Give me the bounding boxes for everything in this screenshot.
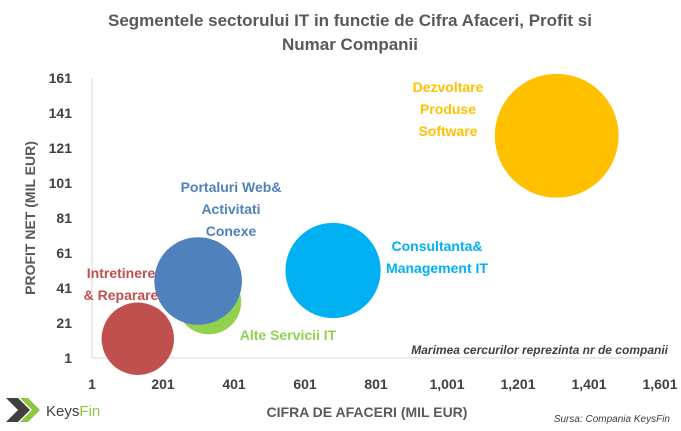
y-tick-label: 1 bbox=[64, 350, 72, 366]
logo-text: KeysFin bbox=[46, 403, 100, 420]
bubble-point bbox=[154, 237, 242, 325]
bubble-series bbox=[101, 73, 619, 375]
bubble-label: Intretinere & Reparare bbox=[84, 265, 159, 303]
x-axis-label: CIFRA DE AFACERI (MIL EUR) bbox=[267, 404, 468, 420]
y-tick-label: 141 bbox=[49, 105, 73, 121]
chart-title-line-2: Numar Companii bbox=[282, 35, 418, 54]
bubble-size-note: Marimea cercurilor reprezinta nr de comp… bbox=[411, 343, 668, 357]
x-tick-label: 1 bbox=[88, 376, 96, 392]
x-tick-label: 1,001 bbox=[429, 376, 464, 392]
x-tick-label: 201 bbox=[151, 376, 175, 392]
bubble-point bbox=[285, 222, 381, 319]
keysfin-logo: KeysFin bbox=[6, 398, 100, 422]
bubble-point bbox=[101, 302, 174, 375]
bubble-label: Alte Servicii IT bbox=[240, 327, 337, 343]
x-tick-label: 1,401 bbox=[571, 376, 606, 392]
x-tick-label: 1,601 bbox=[642, 376, 677, 392]
bubble-label: Consultanta& Management IT bbox=[386, 238, 488, 276]
x-tick-label: 401 bbox=[222, 376, 246, 392]
y-tick-label: 81 bbox=[56, 210, 72, 226]
x-tick-label: 1,201 bbox=[500, 376, 535, 392]
bubble-label: Portaluri Web& Activitati Conexe bbox=[181, 179, 282, 239]
y-tick-label: 21 bbox=[56, 315, 72, 331]
y-tick-label: 161 bbox=[49, 70, 73, 86]
y-tick-label: 41 bbox=[56, 280, 72, 296]
bubble-labels: Intretinere & Reparare Alte Servicii IT Por… bbox=[84, 79, 489, 343]
y-axis-label: PROFIT NET (MIL EUR) bbox=[22, 141, 38, 295]
source-note: Sursa: Compania KeysFin bbox=[554, 414, 671, 425]
y-tick-label: 101 bbox=[49, 175, 73, 191]
chart-title-line-1: Segmentele sectorului IT in functie de C… bbox=[108, 11, 592, 30]
x-tick-label: 601 bbox=[293, 376, 317, 392]
x-tick-labels: 1 201 401 601 801 1,001 1,201 1,401 1,601 bbox=[88, 376, 678, 392]
y-tick-label: 61 bbox=[56, 245, 72, 261]
axes bbox=[91, 78, 660, 359]
keysfin-logo-mark-icon bbox=[6, 398, 40, 422]
bubble-point bbox=[494, 73, 619, 198]
logo-text-fin: Fin bbox=[79, 403, 100, 420]
bubble-label: Dezvoltare Produse Software bbox=[413, 79, 484, 139]
y-tick-label: 121 bbox=[49, 140, 73, 156]
x-tick-label: 801 bbox=[364, 376, 388, 392]
logo-text-keys: Keys bbox=[46, 403, 79, 420]
